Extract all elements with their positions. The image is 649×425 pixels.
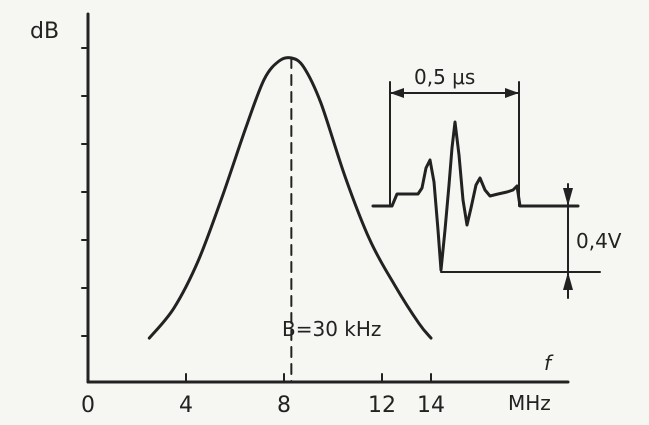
x-tick-label-1: 4 bbox=[179, 393, 193, 418]
x-tick-label-4: 14 bbox=[417, 393, 445, 418]
y-axis-label: dB bbox=[30, 19, 59, 44]
x-axis-tick-labels: 0 4 8 12 14 bbox=[81, 393, 445, 418]
series-response-curve bbox=[147, 56, 433, 340]
x-tick-label-0: 0 bbox=[81, 393, 95, 418]
pulse-inset: 0,5 μs 0,4V bbox=[371, 65, 622, 299]
time-span-arrow-left bbox=[390, 88, 404, 98]
x-tick-label-3: 12 bbox=[368, 393, 396, 418]
amplitude-arrow-top bbox=[563, 188, 573, 206]
amplitude-arrow-bottom bbox=[563, 272, 573, 290]
x-tick-label-2: 8 bbox=[277, 393, 291, 418]
y-axis-ticks bbox=[81, 47, 89, 337]
time-span-arrow-right bbox=[505, 88, 519, 98]
x-axis-unit-label: MHz bbox=[508, 391, 551, 415]
bandwidth-annotation: B=30 kHz bbox=[282, 317, 381, 341]
x-axis-ticks bbox=[185, 373, 432, 383]
pulse-waveform bbox=[371, 120, 580, 272]
frequency-symbol-label: f bbox=[544, 351, 554, 375]
amplitude-label: 0,4V bbox=[576, 229, 622, 253]
time-span-label: 0,5 μs bbox=[414, 65, 475, 89]
